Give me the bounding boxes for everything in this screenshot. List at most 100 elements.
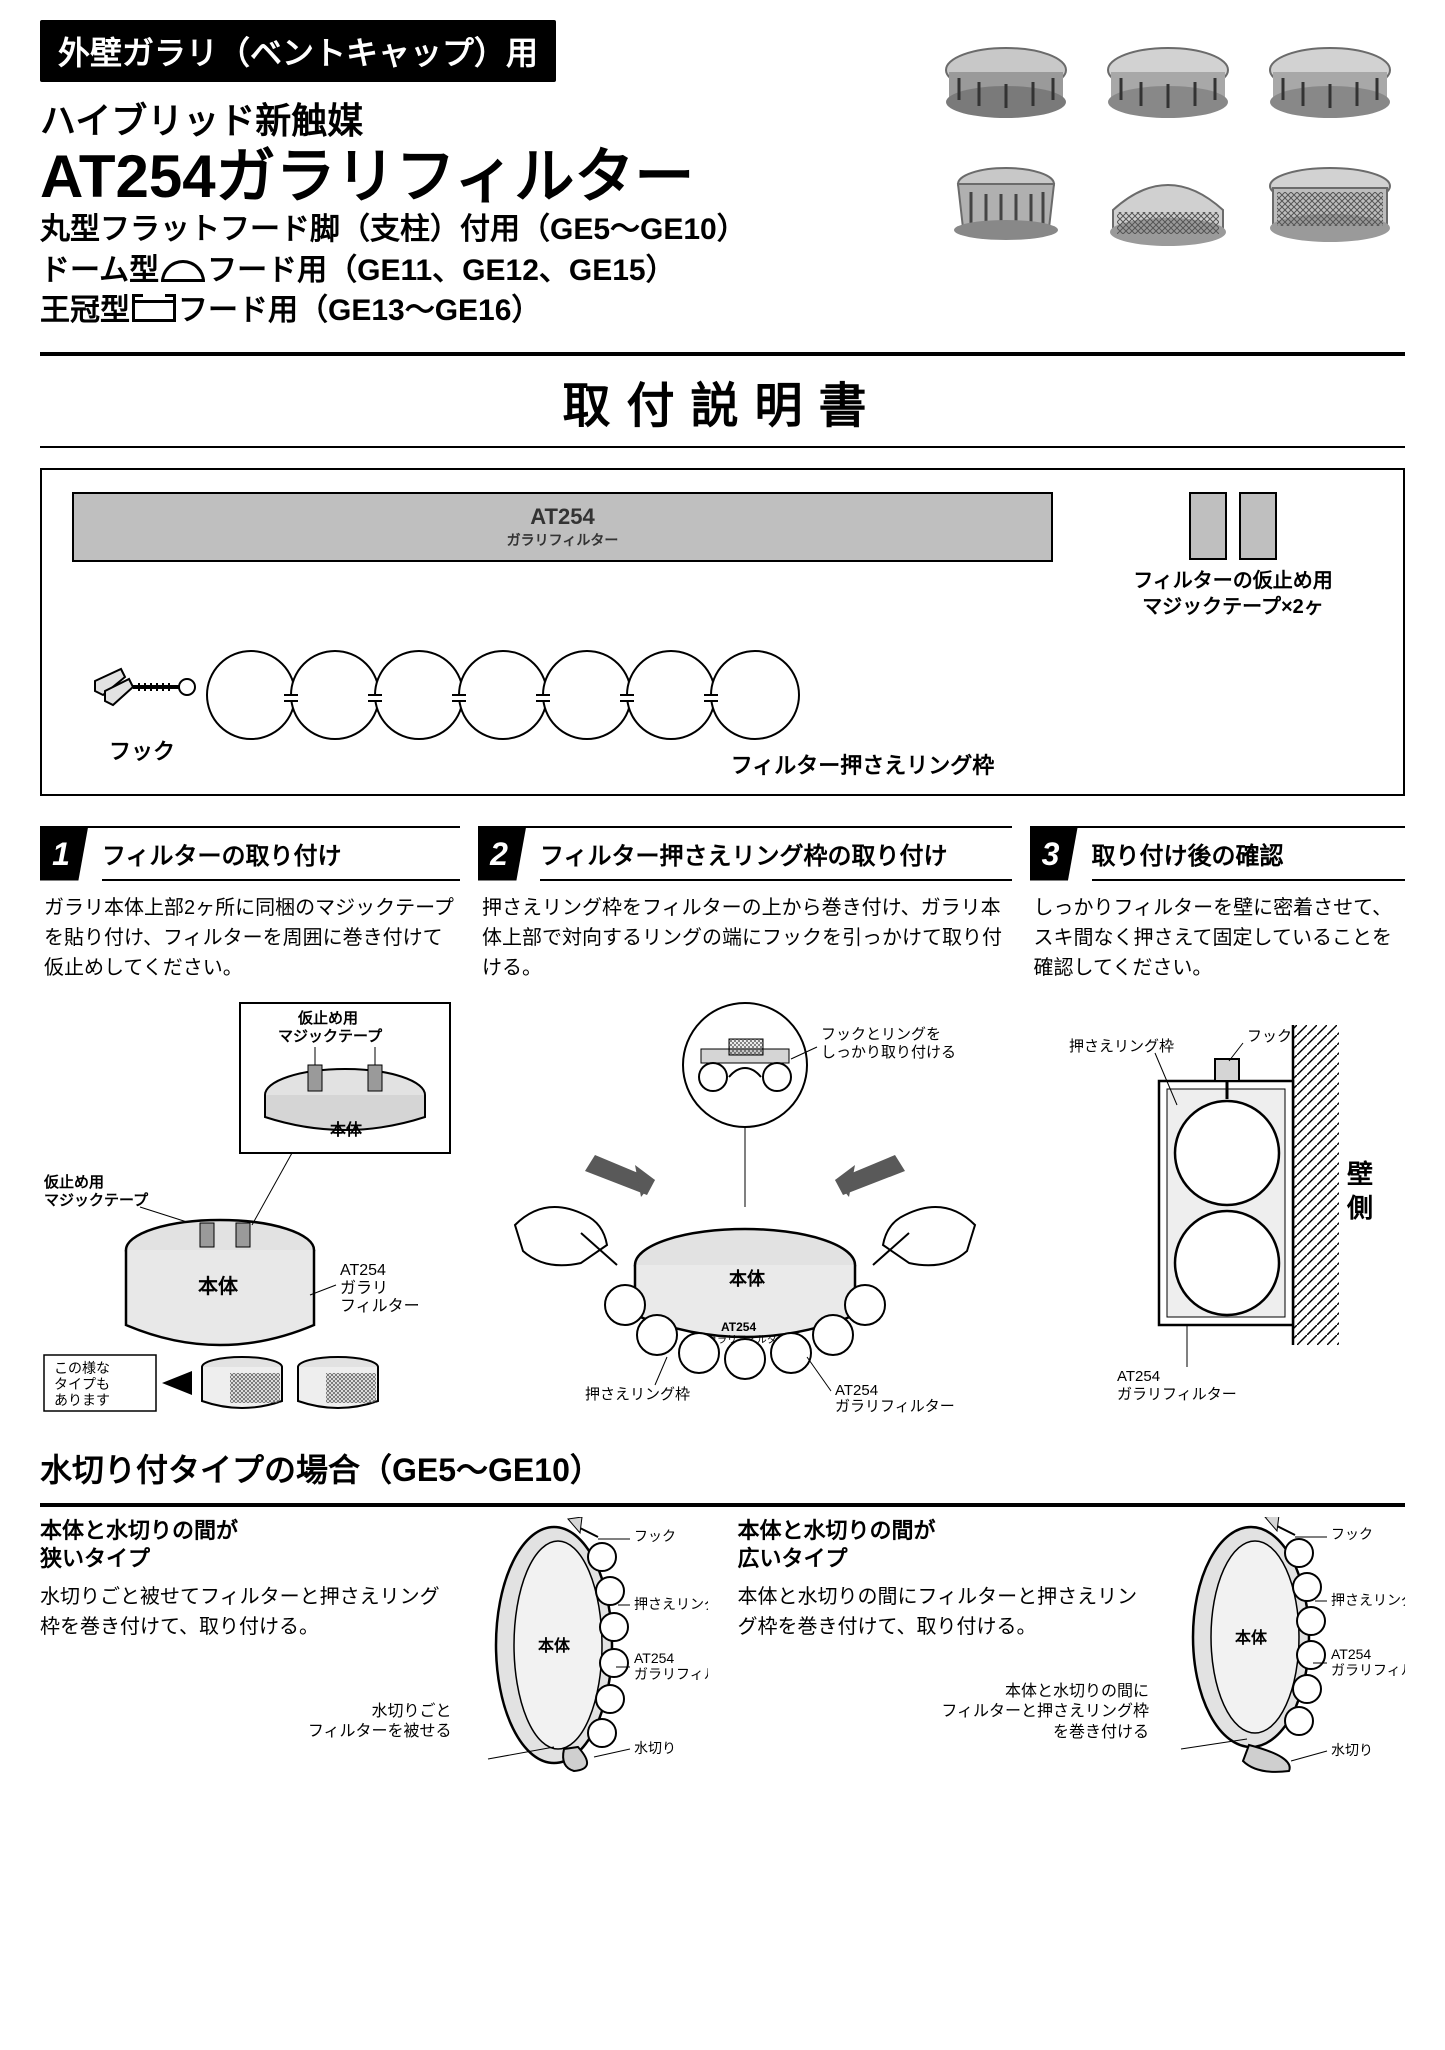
parts-box: AT254 ガラリフィルター フィルターの仮止め用 マジックテープ×2ヶ (40, 468, 1405, 796)
s2-ring-r-1: AT254 (835, 1382, 878, 1399)
ring-chain (212, 650, 1373, 740)
s1-body-label: 本体 (198, 1274, 239, 1298)
s2-ring-l: 押さえリング枠 (585, 1386, 690, 1403)
s2-ring-r-2: ガラリフィルター (835, 1398, 955, 1415)
cap-photo-4 (931, 150, 1081, 260)
dw-f1: AT254 (1331, 1646, 1371, 1662)
header-text: 外壁ガラリ（ベントキャップ）用 ハイブリッド新触媒 AT254ガラリフィルター … (40, 20, 901, 332)
drain-wide-heading: 本体と水切りの間が 広いタイプ (738, 1517, 1150, 1574)
drain-wide: 本体と水切りの間が 広いタイプ 本体と水切りの間にフィルターと押さえリング枠を巻… (738, 1517, 1406, 1782)
velcro-label-2: マジックテープ×2ヶ (1093, 594, 1373, 620)
cap-photo-6 (1255, 150, 1405, 260)
drain-rule (40, 1503, 1405, 1507)
hook-label: フック (72, 734, 212, 766)
header-subtitle: ハイブリッド新触媒 (40, 92, 901, 144)
step-1-title: フィルターの取り付け (102, 828, 460, 881)
spec-3-post: フード用（GE13〜GE16） (178, 294, 541, 327)
ring-6 (626, 650, 716, 740)
s2-hook-note-2: しっかり取り付ける (821, 1044, 956, 1061)
s2-hook-note-1: フックとリングを (821, 1026, 941, 1043)
s1-velcro-top-2: マジックテープ (278, 1028, 383, 1045)
drain-narrow-note: 水切りごと フィルターを被せる (40, 1702, 452, 1744)
ring-frame-label: フィルター押さえリング枠 (352, 748, 1373, 780)
cap-photo-3 (1255, 28, 1405, 138)
ring-1 (206, 650, 296, 740)
s3-filter-2: ガラリフィルター (1117, 1386, 1237, 1403)
drain-narrow-diagram: 本体 フック 押さえリング枠 AT254 ガラリフィルター 水切り (468, 1517, 708, 1782)
dn-f1: AT254 (634, 1650, 674, 1666)
drain-row: 本体と水切りの間が 狭いタイプ 水切りごと被せてフィルターと押さえリング枠を巻き… (40, 1517, 1405, 1782)
filter-strip: AT254 ガラリフィルター (72, 492, 1053, 562)
category-badge: 外壁ガラリ（ベントキャップ）用 (40, 20, 556, 82)
s3-ring: 押さえリング枠 (1069, 1038, 1174, 1055)
s1-filter-2: ガラリ (340, 1279, 388, 1297)
s1-alt-1: この様な (54, 1360, 110, 1376)
step-3-diagram: 壁 側 押さえリング枠 フック AT254 ガラリフィルタ (1030, 995, 1405, 1415)
filter-strip-label-a: AT254 (530, 504, 594, 530)
dn-ring: 押さえリング枠 (634, 1596, 708, 1612)
velcro-piece-2 (1239, 492, 1277, 560)
s1-alt-3: あります (54, 1392, 110, 1408)
s2-filter-a: AT254 (721, 1320, 756, 1334)
spec-2-pre: ドーム型 (40, 254, 159, 287)
drain-narrow-heading: 本体と水切りの間が 狭いタイプ (40, 1517, 452, 1574)
drain-wide-diagram: 本体 フック 押さえリング枠 AT254 ガラリフィルター 水切り (1165, 1517, 1405, 1782)
velcro-label-1: フィルターの仮止め用 (1093, 568, 1373, 594)
ring-2 (290, 650, 380, 740)
dome-icon (161, 260, 205, 282)
page-title: 取付説明書 (40, 366, 1405, 436)
velcro-column: フィルターの仮止め用 マジックテープ×2ヶ (1093, 492, 1373, 620)
step-2-title: フィルター押さえリング枠の取り付け (540, 828, 1012, 881)
ring-7 (710, 650, 800, 740)
velcro-piece-1 (1189, 492, 1227, 560)
dw-body: 本体 (1235, 1628, 1268, 1647)
parts-bottom-row: フック フィルター押さえリング枠 (72, 650, 1373, 780)
s3-hook: フック (1247, 1028, 1292, 1045)
steps-row: 1 フィルターの取り付け ガラリ本体上部2ヶ所に同梱のマジックテープを貼り付け、… (40, 826, 1405, 1415)
spec-line-3: 王冠型フード用（GE13〜GE16） (40, 291, 901, 332)
s3-wall-2: 側 (1346, 1193, 1373, 1223)
step-3-title: 取り付け後の確認 (1092, 828, 1405, 881)
drain-wide-note: 本体と水切りの間に フィルターと押さえリング枠 を巻き付ける (738, 1682, 1150, 1744)
s1-velcro-side-1: 仮止め用 (43, 1173, 104, 1191)
dw-ring: 押さえリング枠 (1331, 1592, 1405, 1608)
step-1-num: 1 (40, 828, 88, 881)
step-1-body: ガラリ本体上部2ヶ所に同梱のマジックテープを貼り付け、フィルターを周囲に巻き付け… (40, 881, 460, 983)
step-3-num: 3 (1030, 828, 1078, 881)
dw-hook: フック (1331, 1526, 1373, 1542)
hook-icon-block: フック (72, 663, 212, 766)
step-2: 2 フィルター押さえリング枠の取り付け 押さえリング枠をフィルターの上から巻き付… (478, 826, 1012, 1415)
drain-wide-body: 本体と水切りの間にフィルターと押さえリング枠を巻き付けて、取り付ける。 (738, 1582, 1150, 1642)
step-1: 1 フィルターの取り付け ガラリ本体上部2ヶ所に同梱のマジックテープを貼り付け、… (40, 826, 460, 1415)
ring-3 (374, 650, 464, 740)
cap-photo-2 (1093, 28, 1243, 138)
dw-f2: ガラリフィルター (1331, 1662, 1405, 1678)
drain-narrow-body: 水切りごと被せてフィルターと押さえリング枠を巻き付けて、取り付ける。 (40, 1582, 452, 1642)
step-2-body: 押さえリング枠をフィルターの上から巻き付け、ガラリ本体上部で対向するリングの端に… (478, 881, 1012, 983)
filter-strip-label-b: ガラリフィルター (507, 530, 619, 550)
hook-icon (87, 663, 197, 723)
parts-top-row: AT254 ガラリフィルター フィルターの仮止め用 マジックテープ×2ヶ (72, 492, 1373, 620)
step-1-diagram: 仮止め用 マジックテープ 本体 仮止め用 マジックテープ 本体 (40, 995, 460, 1415)
velcro-pieces (1093, 492, 1373, 560)
s1-velcro-top-1: 仮止め用 (297, 1009, 358, 1027)
cap-photo-1 (931, 28, 1081, 138)
spec-line-1: 丸型フラットフード脚（支柱）付用（GE5〜GE10） (40, 210, 901, 251)
s3-filter-1: AT254 (1117, 1368, 1160, 1385)
dn-hook: フック (634, 1528, 676, 1544)
s3-wall-1: 壁 (1347, 1159, 1373, 1189)
s1-filter-3: フィルター (340, 1297, 420, 1315)
product-photo-grid (931, 20, 1405, 260)
step-3-body: しっかりフィルターを壁に密着させて、スキ間なく押さえて固定していることを確認して… (1030, 881, 1405, 983)
step-3: 3 取り付け後の確認 しっかりフィルターを壁に密着させて、スキ間なく押さえて固定… (1030, 826, 1405, 1415)
ring-chain-container: フィルター押さえリング枠 (212, 650, 1373, 780)
s1-callout-body: 本体 (330, 1120, 363, 1139)
ring-4 (458, 650, 548, 740)
s1-alt-2: タイプも (54, 1376, 110, 1392)
s2-body-label: 本体 (729, 1268, 766, 1289)
step-2-diagram: フックとリングを しっかり取り付ける 本体 AT254 ガラリ (478, 995, 1012, 1415)
dn-body: 本体 (538, 1636, 571, 1655)
s1-velcro-side-2: マジックテープ (44, 1192, 149, 1209)
s1-filter-1: AT254 (340, 1262, 386, 1279)
rule-top (40, 352, 1405, 356)
